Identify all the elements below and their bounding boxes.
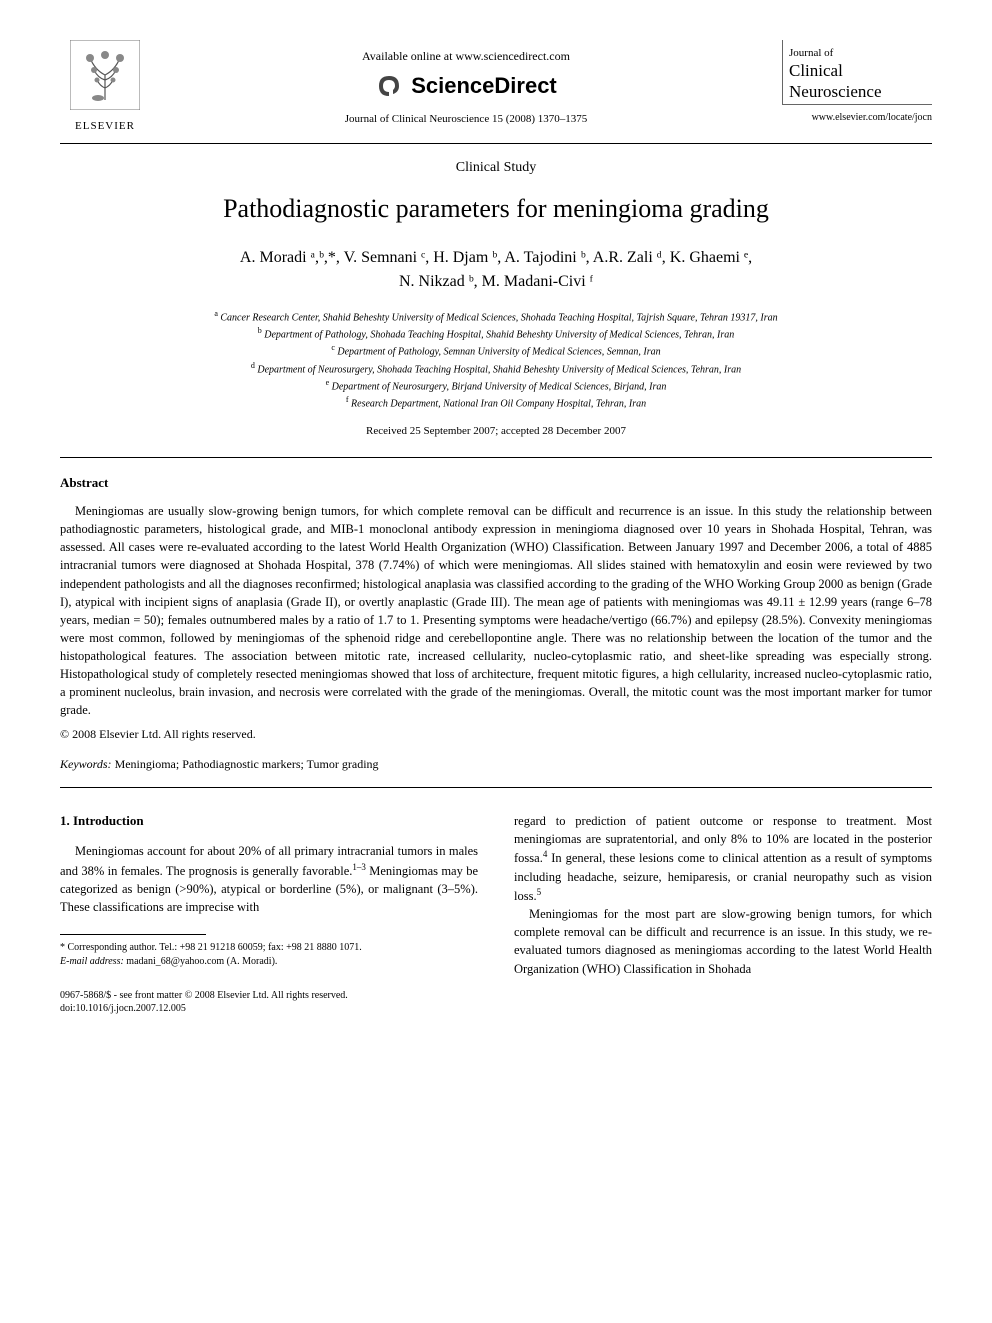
elsevier-logo-block: ELSEVIER (60, 40, 150, 135)
right-column: regard to prediction of patient outcome … (514, 812, 932, 1015)
elsevier-label: ELSEVIER (60, 119, 150, 134)
article-dates: Received 25 September 2007; accepted 28 … (60, 424, 932, 439)
intro-p3: Meningiomas for the most part are slow-g… (514, 905, 932, 978)
footer-left-block: 0967-5868/$ - see front matter © 2008 El… (60, 989, 478, 1015)
header-center: Available online at www.sciencedirect.co… (150, 40, 782, 127)
journal-name-line2: Neuroscience (789, 82, 928, 102)
divider (60, 787, 932, 788)
affiliation-b: Department of Pathology, Shohada Teachin… (264, 329, 734, 340)
email-address: madani_68@yahoo.com (A. Moradi). (126, 956, 277, 967)
elsevier-tree-icon (70, 40, 140, 110)
corr-author-text: * Corresponding author. Tel.: +98 21 912… (60, 941, 478, 955)
doi-line: doi:10.1016/j.jocn.2007.12.005 (60, 1002, 348, 1015)
abstract-text: Meningiomas are usually slow-growing ben… (60, 502, 932, 720)
affiliation-d: Department of Neurosurgery, Shohada Teac… (257, 364, 741, 375)
intro-heading: 1. Introduction (60, 812, 478, 830)
sciencedirect-icon (375, 72, 403, 100)
affiliation-a: Cancer Research Center, Shahid Beheshty … (220, 312, 777, 323)
corresponding-author-footnote: * Corresponding author. Tel.: +98 21 912… (60, 941, 478, 969)
journal-name-line1: Clinical (789, 61, 928, 81)
citation-sup: 5 (537, 887, 542, 897)
keywords-row: Keywords: Meningioma; Pathodiagnostic ma… (60, 756, 932, 773)
article-type: Clinical Study (60, 158, 932, 178)
email-label: E-mail address: (60, 956, 124, 967)
page-header: ELSEVIER Available online at www.science… (60, 40, 932, 135)
divider (60, 143, 932, 144)
keywords-text: Meningioma; Pathodiagnostic markers; Tum… (115, 757, 379, 771)
authors-line1: A. Moradi ᵃ,ᵇ,*, V. Semnani ᶜ, H. Djam ᵇ… (240, 249, 752, 266)
abstract-heading: Abstract (60, 474, 932, 492)
affiliation-e: Department of Neurosurgery, Birjand Univ… (332, 381, 667, 392)
journal-url: www.elsevier.com/locate/jocn (782, 111, 932, 125)
body-columns: 1. Introduction Meningiomas account for … (60, 812, 932, 1015)
available-online-text: Available online at www.sciencedirect.co… (150, 48, 782, 65)
intro-p2b: In general, these lesions come to clinic… (514, 852, 932, 903)
left-column: 1. Introduction Meningiomas account for … (60, 812, 478, 1015)
journal-title-block: Journal of Clinical Neuroscience www.els… (782, 40, 932, 125)
authors-line2: N. Nikzad ᵇ, M. Madani-Civi ᶠ (399, 273, 593, 290)
footnote-rule (60, 934, 206, 935)
citation-sup: 1–3 (352, 862, 366, 872)
journal-reference: Journal of Clinical Neuroscience 15 (200… (150, 112, 782, 127)
sciencedirect-text: ScienceDirect (411, 71, 557, 102)
author-list: A. Moradi ᵃ,ᵇ,*, V. Semnani ᶜ, H. Djam ᵇ… (60, 246, 932, 294)
affiliation-c: Department of Pathology, Semnan Universi… (337, 347, 660, 358)
journal-small-text: Journal of (789, 46, 928, 61)
affiliations: a Cancer Research Center, Shahid Behesht… (60, 308, 932, 412)
divider (60, 457, 932, 458)
intro-body-right: regard to prediction of patient outcome … (514, 812, 932, 977)
article-title: Pathodiagnostic parameters for meningiom… (60, 191, 932, 227)
abstract-copyright: © 2008 Elsevier Ltd. All rights reserved… (60, 726, 932, 743)
issn-line: 0967-5868/$ - see front matter © 2008 El… (60, 989, 348, 1002)
affiliation-f: Research Department, National Iran Oil C… (351, 399, 646, 410)
sciencedirect-logo: ScienceDirect (150, 71, 782, 102)
keywords-label: Keywords: (60, 757, 112, 771)
abstract-body: Meningiomas are usually slow-growing ben… (60, 502, 932, 720)
intro-body-left: Meningiomas account for about 20% of all… (60, 842, 478, 916)
